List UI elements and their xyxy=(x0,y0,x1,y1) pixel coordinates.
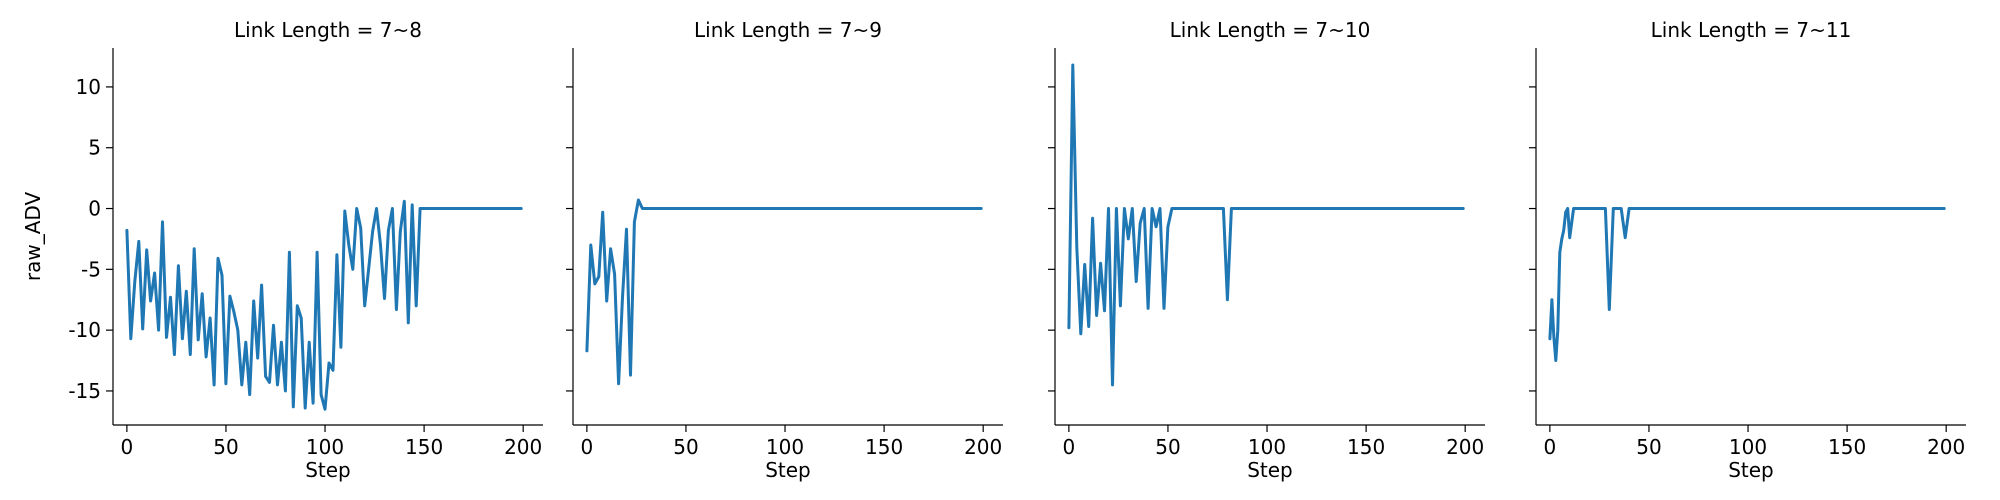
y-tick-label: 0 xyxy=(88,197,101,221)
x-axis-label: Step xyxy=(1247,458,1293,482)
x-tick-label: 0 xyxy=(1544,435,1557,459)
x-tick-label: 150 xyxy=(865,435,903,459)
x-tick-label: 200 xyxy=(1927,435,1965,459)
x-tick-label: 0 xyxy=(581,435,594,459)
x-tick-label: 100 xyxy=(306,435,344,459)
x-tick-label: 50 xyxy=(673,435,698,459)
x-tick-label: 50 xyxy=(1155,435,1180,459)
y-tick-label: 10 xyxy=(76,75,101,99)
series-line xyxy=(125,199,523,411)
x-tick-label: 0 xyxy=(121,435,134,459)
y-tick-label: -15 xyxy=(68,379,101,403)
panel-title: Link Length = 7~9 xyxy=(694,18,882,42)
panel-title: Link Length = 7~10 xyxy=(1170,18,1371,42)
y-axis-label: raw_ADV xyxy=(21,192,45,282)
x-tick-label: 100 xyxy=(766,435,804,459)
y-tick-label: 5 xyxy=(88,136,101,160)
panel-title: Link Length = 7~8 xyxy=(234,18,422,42)
x-axis-label: Step xyxy=(1728,458,1774,482)
x-axis-label: Step xyxy=(765,458,811,482)
y-tick-label: -10 xyxy=(68,318,101,342)
series-line xyxy=(585,198,983,386)
x-tick-label: 50 xyxy=(1636,435,1661,459)
x-tick-label: 100 xyxy=(1248,435,1286,459)
x-tick-label: 200 xyxy=(964,435,1002,459)
x-axis-label: Step xyxy=(305,458,351,482)
x-tick-label: 0 xyxy=(1063,435,1076,459)
x-tick-label: 150 xyxy=(1347,435,1385,459)
x-tick-label: 50 xyxy=(213,435,238,459)
series-line xyxy=(1067,63,1465,387)
series-line xyxy=(1548,207,1946,362)
x-tick-label: 200 xyxy=(1446,435,1484,459)
y-tick-label: -5 xyxy=(81,257,101,281)
panel-title: Link Length = 7~11 xyxy=(1651,18,1852,42)
x-tick-label: 150 xyxy=(405,435,443,459)
x-tick-label: 150 xyxy=(1828,435,1866,459)
x-tick-label: 200 xyxy=(504,435,542,459)
x-tick-label: 100 xyxy=(1729,435,1767,459)
